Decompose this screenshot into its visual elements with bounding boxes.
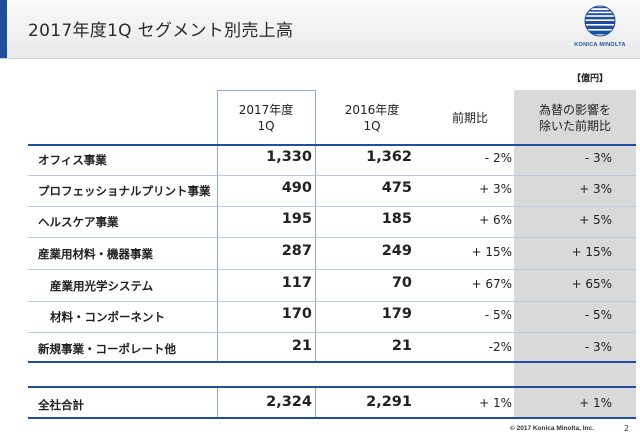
yoy-ex-fx-value: - 3%: [584, 340, 612, 354]
yoy-ex-fx-value: + 5%: [579, 213, 612, 227]
header-yoy-ex-fx-line2: 除いた前期比: [538, 119, 611, 133]
row-divider: [28, 332, 636, 333]
header-fy2016-line2: 1Q: [363, 119, 381, 133]
segment-label: プロフェッショナルプリント事業: [38, 184, 211, 198]
yoy-ex-fx-value: + 3%: [579, 182, 612, 196]
fy2016-value: 185: [381, 211, 412, 227]
fy2016-value: 249: [381, 243, 412, 259]
total-yoy-value: + 1%: [479, 396, 512, 410]
header-yoy-ex-fx: 為替の影響を 除いた前期比: [514, 102, 636, 134]
segment-label: ヘルスケア事業: [38, 215, 119, 229]
total-fy2016-value: 2,291: [366, 394, 412, 410]
yoy-value: + 3%: [479, 182, 512, 196]
header-divider: [28, 144, 636, 146]
yoy-ex-fx-value: - 3%: [584, 151, 612, 165]
copyright-footer: © 2017 Konica Minolta, Inc.: [510, 425, 594, 432]
header-fy2017-line1: 2017年度: [238, 103, 294, 117]
header-accent-bar: [0, 0, 7, 58]
header-fy2017-line2: 1Q: [257, 119, 275, 133]
fy2016-value: 1,362: [366, 149, 412, 165]
row-divider: [28, 301, 636, 302]
fy2017-value: 21: [291, 338, 312, 354]
fy2016-value: 179: [381, 306, 412, 322]
total-fy2017-value: 2,324: [266, 394, 312, 410]
globe-logo-icon: [584, 5, 616, 37]
fy2017-value: 490: [281, 180, 312, 196]
yoy-value: + 6%: [479, 213, 512, 227]
logo-wordmark: KONICA MINOLTA: [574, 42, 626, 48]
header-fy2017: 2017年度 1Q: [217, 102, 315, 134]
yoy-value: + 15%: [471, 245, 512, 259]
fy2017-value: 170: [281, 306, 312, 322]
header-yoy: 前期比: [451, 111, 488, 125]
row-divider: [28, 175, 636, 176]
fy2017-value: 195: [281, 211, 312, 227]
fy2017-value: 287: [281, 243, 312, 259]
yoy-value: - 2%: [484, 151, 512, 165]
header-yoy-ex-fx-line1: 為替の影響を: [538, 103, 611, 117]
slide-header: 2017年度1Q セグメント別売上高 KONICA MINOLTA: [0, 0, 640, 59]
fy2016-value: 475: [381, 180, 412, 196]
total-yoy-ex-fx-value: + 1%: [579, 396, 612, 410]
table-bottom-divider: [28, 361, 636, 363]
unit-label: 【億円】: [572, 74, 609, 84]
row-divider: [28, 269, 636, 270]
yoy-value: -2%: [488, 340, 512, 354]
fy2017-column-highlight: [217, 90, 316, 362]
total-label: 全社合計: [38, 398, 84, 412]
yoy-value: + 67%: [471, 277, 512, 291]
fy2017-value: 1,330: [266, 149, 312, 165]
segment-label: 材料・コンポーネント: [50, 310, 165, 324]
segment-label: 産業用光学システム: [50, 279, 154, 293]
segment-label: オフィス事業: [38, 153, 107, 167]
segment-label: 産業用材料・機器事業: [38, 247, 153, 261]
yoy-ex-fx-value: - 5%: [584, 308, 612, 322]
company-logo: KONICA MINOLTA: [568, 5, 632, 55]
row-divider: [28, 206, 636, 207]
total-top-divider: [28, 386, 636, 388]
row-divider: [28, 237, 636, 238]
yoy-value: - 5%: [484, 308, 512, 322]
header-fy2016-line1: 2016年度: [344, 103, 400, 117]
total-bottom-divider: [28, 417, 636, 419]
fy2016-value: 70: [391, 275, 412, 291]
fy2016-value: 21: [391, 338, 412, 354]
segment-label: 新規事業・コーポレート他: [38, 342, 176, 356]
page-number: 2: [624, 424, 630, 433]
header-fy2016: 2016年度 1Q: [322, 102, 422, 134]
yoy-ex-fx-value: + 65%: [571, 277, 612, 291]
yoy-ex-fx-value: + 15%: [571, 245, 612, 259]
slide-title: 2017年度1Q セグメント別売上高: [28, 21, 294, 41]
fy2017-value: 117: [281, 275, 312, 291]
